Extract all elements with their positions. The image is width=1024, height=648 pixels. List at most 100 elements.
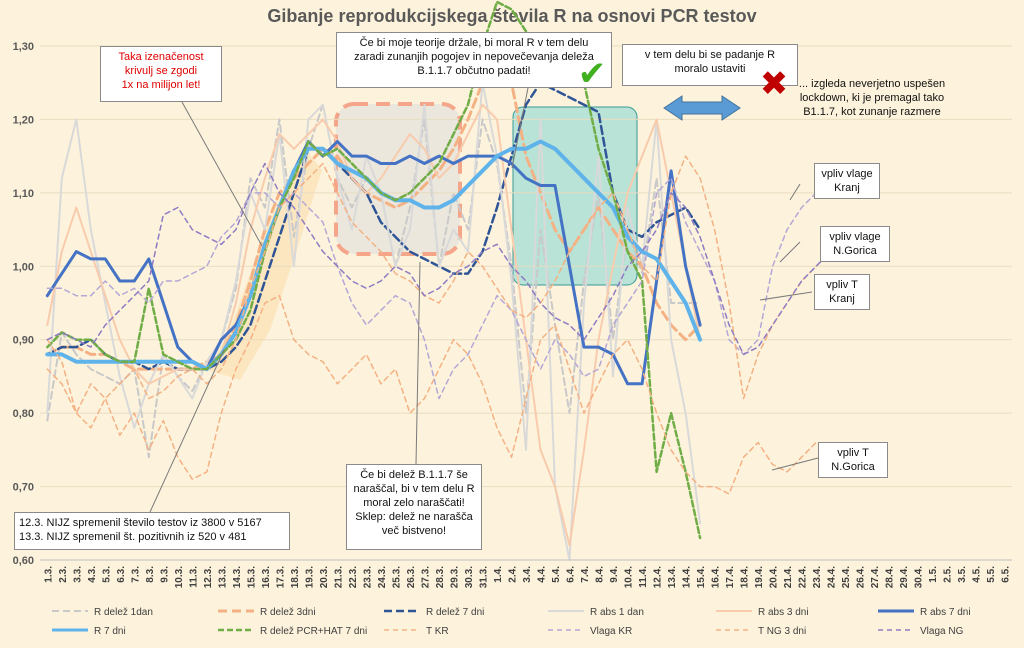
legend-label: R 7 dni: [94, 626, 126, 637]
x-tick-label: 9.4.: [609, 566, 620, 583]
x-tick-label: 6.3.: [116, 566, 127, 583]
x-tick-label: 5.4.: [551, 566, 562, 583]
pointer-line: [415, 261, 421, 465]
highlight-shapes: [208, 102, 638, 380]
x-tick-label: 1.4.: [493, 566, 504, 583]
y-tick-label: 0,60: [13, 555, 34, 567]
series-lines: [45, 0, 832, 561]
series-line: [46, 0, 702, 540]
x-tick-label: 5.5.: [986, 566, 997, 583]
note-line: moralo ustaviti: [674, 63, 746, 75]
x-tick-label: 13.3.: [217, 566, 228, 588]
x-tick-label: 22.4.: [798, 566, 809, 588]
note-line: vpliv T: [837, 447, 869, 459]
series-line: [46, 162, 832, 356]
pointer-line: [149, 349, 225, 513]
x-tick-label: 14.3.: [232, 566, 243, 588]
note-line: naraščal, bi v tem delu R: [353, 483, 475, 495]
note-line: Če bi delež B.1.1.7 še: [360, 469, 468, 481]
note-line: Taka izenačenost: [118, 51, 204, 63]
legend-label: T KR: [426, 626, 449, 637]
legend-label: Vlaga NG: [920, 626, 964, 637]
note-line: zaradi zunanjih pogojev in nepovečevanja…: [354, 51, 594, 63]
y-tick-label: 0,80: [13, 408, 34, 420]
top-note: Če bi moje teorije držale, bi moral R v …: [336, 32, 612, 88]
t-ng-label: vpliv T N.Gorica: [818, 442, 888, 478]
x-tick-label: 29.4.: [899, 566, 910, 588]
cross-mark-icon: ✖: [759, 65, 789, 103]
x-tick-label: 17.3.: [275, 566, 286, 588]
y-tick-label: 1,10: [13, 188, 34, 200]
x-tick-label: 18.3.: [290, 566, 301, 588]
note-line: 12.3. NIJZ spremenil število testov iz 3…: [19, 517, 262, 529]
x-tick-label: 28.4.: [885, 566, 896, 588]
series-line: [46, 177, 817, 400]
x-tick-label: 8.3.: [145, 566, 156, 583]
x-tick-label: 6.5.: [1001, 566, 1012, 583]
x-tick-label: 3.4.: [522, 566, 533, 583]
x-tick-label: 12.4.: [653, 566, 664, 588]
x-tick-label: 9.3.: [159, 566, 170, 583]
x-tick-label: 24.3.: [377, 566, 388, 588]
x-tick-label: 8.4.: [595, 566, 606, 583]
x-tick-label: 20.4.: [769, 566, 780, 588]
check-mark-icon: ✔: [577, 55, 607, 93]
x-tick-label: 26.4.: [856, 566, 867, 588]
x-tick-label: 3.3.: [72, 566, 83, 583]
x-tick-label: 4.4.: [537, 566, 548, 583]
x-tick-label: 19.4.: [754, 566, 765, 588]
x-tick-label: 3.5.: [957, 566, 968, 583]
legend-label: T NG 3 dni: [758, 626, 806, 637]
note-line: Če bi moje teorije držale, bi moral R v …: [359, 37, 589, 49]
legend-label: R abs 3 dni: [758, 607, 809, 618]
note-line: 1x na milijon let!: [121, 79, 201, 91]
series-line: [46, 155, 832, 414]
double-arrow-icon: [663, 95, 741, 121]
note-line: N.Gorica: [833, 245, 877, 257]
legend: R delež 1dan R delež 3dni R delež 7 dni R a…: [52, 607, 971, 637]
x-tick-label: 2.5.: [943, 566, 954, 583]
legend-label: R delež PCR+HAT 7 dni: [260, 626, 367, 637]
pointer-line: [759, 291, 813, 301]
note-line: več bistveno!: [381, 525, 447, 537]
teal-highlight-box: [512, 106, 638, 286]
chart-title: Gibanje reprodukcijskega števila R na os…: [267, 6, 757, 26]
mid-note: Če bi delež B.1.1.7 še naraščal, bi v tem…: [346, 464, 482, 550]
x-tick-label: 27.3.: [420, 566, 431, 588]
x-tick-label: 10.4.: [624, 566, 635, 588]
x-tick-label: 11.4.: [638, 566, 649, 588]
legend-label: R delež 3dni: [260, 607, 316, 618]
dashed-highlight-box: [334, 102, 462, 256]
y-tick-label: 0,90: [13, 335, 34, 347]
series-line: [46, 294, 832, 495]
note-line: Kranj: [834, 182, 860, 194]
x-tick-label: 6.4.: [566, 566, 577, 583]
right-top-note: v tem delu bi se padanje R moralo ustavit…: [622, 44, 798, 86]
t-kranj-label: vpliv T Kranj: [814, 274, 870, 310]
legend-label: R delež 7 dni: [426, 607, 484, 618]
x-tick-label: 18.4.: [740, 566, 751, 588]
vlaga-kranj-label: vpliv vlage Kranj: [814, 163, 880, 199]
y-tick-label: 0,70: [13, 482, 34, 494]
note-line: ... izgleda neverjetno uspešen: [798, 78, 946, 90]
x-tick-label: 2.3.: [58, 566, 69, 583]
legend-label: R abs 1 dan: [590, 607, 644, 618]
lockdown-note: ... izgleda neverjetno uspešen lockdown, …: [782, 74, 962, 124]
x-tick-label: 22.3.: [348, 566, 359, 588]
note-line: vpliv vlage: [829, 231, 881, 243]
x-tick-label: 4.5.: [972, 566, 983, 583]
x-tick-label: 15.4.: [696, 566, 707, 588]
note-line: B.1.1.7 občutno padati!: [417, 65, 531, 77]
note-line: 13.3. NIJZ spremenil št. pozitivnih iz 5…: [19, 531, 247, 543]
x-tick-label: 2.4.: [507, 566, 518, 583]
series-line: [45, 140, 702, 386]
x-tick-label: 15.3.: [246, 566, 257, 588]
x-tick-label: 21.3.: [333, 566, 344, 588]
x-tick-label: 1.5.: [928, 566, 939, 583]
y-tick-label: 1,30: [13, 41, 34, 53]
x-tick-label: 11.3.: [188, 566, 199, 588]
x-tick-label: 1.3.: [43, 566, 54, 583]
x-tick-label: 20.3.: [319, 566, 330, 588]
note-line: moral zelo naraščati!: [363, 497, 465, 509]
x-tick-label: 7.4.: [580, 566, 591, 583]
